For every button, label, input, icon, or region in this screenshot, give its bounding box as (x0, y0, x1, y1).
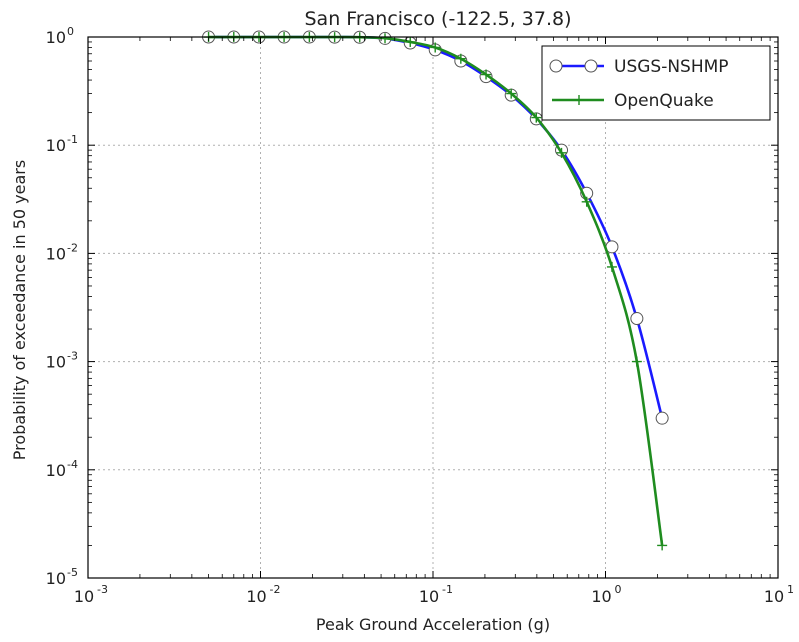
x-tick-label: 10 (764, 587, 784, 606)
x-tick-exponent: 1 (787, 583, 794, 596)
y-tick-exponent: -1 (67, 133, 78, 146)
legend-label: USGS-NSHMP (614, 57, 729, 77)
data-point (455, 53, 466, 64)
y-tick-label: 10 (46, 244, 66, 263)
data-point (531, 112, 542, 123)
x-tick-label: 10 (591, 587, 611, 606)
data-point (506, 88, 517, 99)
y-tick-label: 10 (46, 569, 66, 588)
data-point (657, 540, 668, 551)
x-tick-exponent: -2 (270, 583, 281, 596)
data-point (481, 69, 492, 80)
legend-entry: USGS-NSHMP (549, 57, 729, 77)
x-tick-label: 10 (419, 587, 439, 606)
y-tick-exponent: -4 (67, 458, 78, 471)
grid (88, 37, 778, 578)
data-point (405, 36, 416, 47)
x-tick-label: 10 (74, 587, 94, 606)
legend: USGS-NSHMP OpenQuake (541, 45, 771, 121)
legend-marker (574, 95, 584, 105)
legend-entry: OpenQuake (552, 91, 714, 111)
data-point (581, 196, 592, 207)
x-tick-exponent: 0 (615, 583, 622, 596)
chart-title: San Francisco (-122.5, 37.8) (304, 8, 571, 30)
x-axis-label: Peak Ground Acceleration (g) (316, 615, 550, 634)
data-point (380, 33, 391, 44)
data-point (556, 147, 567, 158)
data-point (430, 42, 441, 53)
legend-marker (584, 59, 598, 73)
data-point (655, 411, 669, 425)
y-tick-label: 10 (46, 353, 66, 372)
y-tick-exponent: 0 (67, 25, 74, 38)
y-tick-label: 10 (46, 136, 66, 155)
y-tick-exponent: -3 (67, 350, 78, 363)
legend-label: OpenQuake (614, 91, 714, 111)
y-tick-label: 10 (46, 28, 66, 47)
x-tick-label: 10 (246, 587, 266, 606)
y-tick-exponent: -2 (67, 241, 78, 254)
x-tick-exponent: -1 (442, 583, 453, 596)
legend-box (541, 45, 771, 121)
y-axis-label: Probability of exceedance in 50 years (10, 160, 29, 460)
data-point (630, 312, 644, 326)
x-tick-exponent: -3 (97, 583, 108, 596)
legend-marker (549, 59, 563, 73)
y-tick-exponent: -5 (67, 566, 78, 579)
data-point (606, 261, 617, 272)
y-tick-label: 10 (46, 461, 66, 480)
data-point (631, 356, 642, 367)
